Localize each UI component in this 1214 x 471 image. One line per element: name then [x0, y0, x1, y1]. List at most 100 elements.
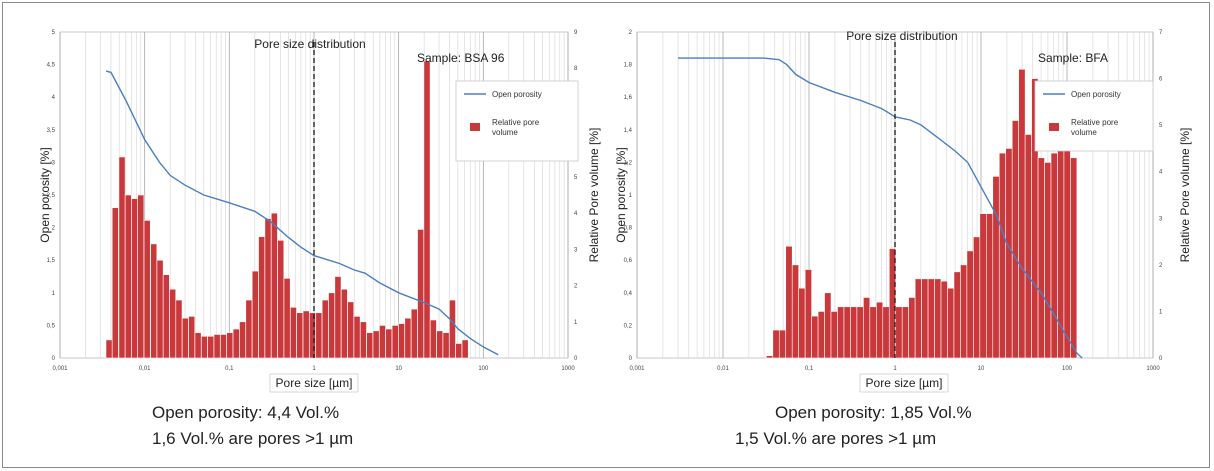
bar: [908, 297, 916, 359]
y-tick-label-left: 3: [52, 160, 56, 166]
legend-open-porosity: Open porosity: [1071, 90, 1121, 99]
bar: [1024, 134, 1032, 359]
caption-right-large-pores: 1,5 Vol.% are pores >1 µm: [735, 429, 937, 448]
y-tick-label-left: 1: [52, 291, 56, 297]
bar: [372, 330, 380, 359]
y-tick-label-right: 9: [574, 30, 578, 36]
legend-bar-swatch: [470, 123, 480, 131]
bar: [321, 299, 329, 359]
bar: [379, 325, 386, 359]
y-tick-label-left: 1,6: [624, 95, 633, 101]
y-tick-label-left: 1,8: [624, 63, 633, 69]
bar: [353, 316, 361, 359]
bar: [791, 264, 800, 359]
x-tick-label: 100: [1062, 366, 1073, 372]
bar: [270, 212, 278, 359]
bar: [232, 328, 240, 359]
bar: [315, 312, 323, 359]
y-tick-label-right: 3: [574, 247, 578, 253]
y-axis-label-left: Open porosity [%]: [614, 147, 628, 242]
y-tick-label-left: 2,5: [47, 193, 56, 199]
bar: [111, 207, 119, 359]
chart-right: 0,001 0,01 0,1 1 10 100 1000 0 0,2 0,4 0,6 0,8 1 1,2 1…: [614, 20, 1192, 400]
bar: [404, 317, 412, 359]
caption-left-large-pores: 1,6 Vol.% are pores >1 µm: [152, 429, 354, 448]
bar: [785, 245, 793, 359]
y-tick-label-left: 3,5: [47, 128, 56, 134]
bar: [449, 299, 456, 359]
bar: [296, 312, 304, 359]
bar: [251, 270, 259, 359]
y-tick-label-left: 2: [52, 226, 56, 232]
bar: [830, 311, 838, 359]
open-porosity-line: [678, 57, 1083, 359]
y-tick-label-right: 8: [574, 66, 578, 72]
y-tick-label-left: 0: [629, 356, 633, 362]
bar: [1070, 157, 1078, 359]
chart-left: 0,001 0,01 0,1 1 10 100 1000 0 0,5 1 1,5 2 2,5 3 3,5 4 4…: [38, 20, 601, 400]
bar: [283, 278, 291, 359]
bar: [778, 329, 787, 359]
bar: [398, 323, 405, 359]
bar: [302, 310, 310, 359]
bar: [882, 306, 890, 359]
y-tick-label-left: 4,5: [47, 63, 56, 69]
bar: [359, 321, 367, 359]
bar: [1037, 157, 1045, 359]
bar: [953, 271, 961, 359]
bar: [947, 287, 955, 359]
bar: [895, 306, 903, 359]
bar: [992, 176, 1000, 359]
bar: [843, 306, 851, 359]
y-tick-label-right: 5: [574, 175, 578, 181]
bar: [264, 218, 272, 359]
y-tick-label-left: 0,4: [624, 291, 633, 297]
bar: [966, 250, 974, 359]
bar: [817, 311, 825, 359]
sample-label: Sample: BSA 96: [417, 51, 505, 65]
x-tick-label: 100: [478, 366, 489, 372]
bar: [973, 236, 981, 359]
x-axis-label: Pore size [µm]: [866, 376, 943, 390]
bar: [334, 276, 342, 359]
x-tick-label: 0,01: [717, 366, 729, 372]
y-tick-label-left: 5: [52, 30, 56, 36]
x-axis-label-box: [269, 373, 359, 393]
x-tick-label: 0,01: [139, 366, 151, 372]
bar: [876, 301, 884, 359]
bar: [1005, 148, 1013, 359]
y-tick-label-left: 1,4: [624, 128, 633, 134]
y-tick-label-left: 4: [52, 95, 56, 101]
y-tick-label-left: 0: [52, 356, 56, 362]
bar: [417, 229, 425, 359]
bar: [162, 274, 170, 359]
bar: [366, 332, 374, 359]
bar: [143, 220, 151, 359]
bar: [824, 292, 832, 359]
y-tick-label-right: 7: [1159, 30, 1163, 36]
bar: [391, 325, 399, 359]
bar: [150, 243, 158, 359]
bar: [277, 239, 285, 359]
y-tick-label-left: 1,2: [624, 160, 633, 166]
bar: [340, 288, 348, 359]
bar: [901, 306, 909, 359]
bar: [442, 332, 450, 359]
bar: [888, 248, 897, 359]
bar: [811, 315, 819, 359]
chart-right-svg: 0,001 0,01 0,1 1 10 100 100000,20,40,60,811,21…: [614, 29, 1192, 393]
bar: [940, 280, 948, 359]
legend-bar-swatch: [1049, 123, 1059, 131]
bar: [1044, 162, 1052, 359]
y-tick-label-right: 1: [574, 320, 578, 326]
x-tick-label: 1: [893, 366, 897, 372]
x-tick-label: 0,1: [805, 366, 814, 372]
bar: [960, 264, 968, 359]
bar: [837, 306, 845, 359]
y-axis-label-right: Relative Pore volume [%]: [587, 128, 601, 263]
y-axis-label-left: Open porosity [%]: [38, 147, 52, 242]
legend-open-porosity: Open porosity: [492, 90, 542, 99]
y-tick-label-left: 0,6: [624, 258, 633, 264]
bar: [213, 334, 221, 359]
legend-relative-pore-volume-line1: Relative pore: [1071, 118, 1119, 127]
